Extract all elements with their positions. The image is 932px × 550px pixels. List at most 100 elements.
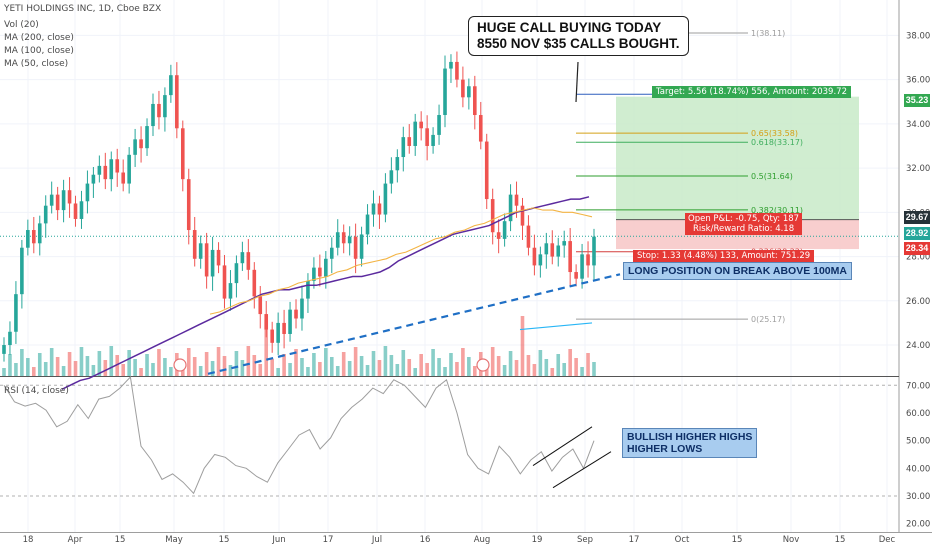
volume-bar — [562, 363, 567, 376]
candle-body — [67, 190, 72, 204]
time-tick-label: 15 — [219, 535, 230, 545]
candle-body — [526, 225, 531, 248]
volume-bar — [145, 354, 149, 376]
candle-body — [401, 137, 406, 158]
candle-body — [341, 232, 346, 244]
candle-body — [496, 232, 501, 239]
volume-bar — [115, 355, 120, 376]
candle-body — [2, 345, 6, 354]
candle-body — [490, 199, 495, 233]
candle-body — [324, 258, 328, 277]
volume-bar — [8, 354, 12, 376]
candle-body — [109, 159, 114, 180]
volume-bar — [437, 358, 441, 376]
volume-bar — [329, 357, 334, 376]
candle-body — [14, 294, 18, 332]
candle-body — [121, 172, 125, 184]
candle-body — [538, 254, 543, 266]
candle-body — [532, 247, 537, 266]
candle-body — [455, 61, 459, 80]
volume-bar — [431, 349, 435, 376]
target-zone — [616, 96, 859, 220]
volume-bar — [20, 349, 24, 376]
candle-body — [520, 205, 525, 226]
candle-body — [163, 95, 167, 118]
last-price-tag: 28.92 — [904, 227, 930, 240]
candle-body — [294, 309, 298, 319]
candle-body — [145, 126, 149, 149]
fib-level-label: 0.618(33.17) — [751, 138, 803, 147]
volume-bar — [502, 365, 507, 376]
volume-bar — [347, 361, 352, 376]
candle-body — [276, 322, 280, 343]
candle-body — [550, 243, 555, 257]
price-tick-label: 26.00 — [906, 297, 930, 307]
volume-bar — [163, 358, 167, 376]
bullish-line-2: HIGHER LOWS — [627, 443, 703, 455]
volume-bar — [520, 316, 525, 376]
volume-bar — [216, 347, 221, 376]
volume-bar — [461, 348, 465, 376]
candle-body — [20, 247, 24, 295]
volume-bar — [496, 356, 501, 376]
candle-body — [300, 298, 304, 319]
candle-body — [467, 86, 471, 98]
candle-body — [502, 221, 507, 239]
volume-bar — [586, 353, 590, 376]
price-tick-label: 28.00 — [906, 253, 930, 263]
volume-bar — [234, 351, 239, 376]
time-tick-label: 15 — [835, 535, 846, 545]
time-tick-label: 17 — [323, 535, 334, 545]
volume-bar — [37, 353, 42, 376]
volume-bar — [353, 347, 358, 376]
callout-line-1: HUGE CALL BUYING TODAY — [477, 20, 662, 35]
volume-bar — [264, 320, 269, 376]
candle-body — [133, 139, 137, 155]
volume-bar — [186, 348, 191, 376]
bullish-note: BULLISH HIGHER HIGHS HIGHER LOWS — [622, 428, 758, 458]
candle-body — [312, 267, 316, 281]
candle-body — [359, 234, 364, 259]
volume-bar — [198, 366, 203, 376]
candle-body — [353, 236, 358, 259]
volume-bar — [121, 364, 125, 376]
volume-bar — [389, 355, 394, 376]
volume-bar — [377, 360, 382, 376]
volume-bar — [85, 356, 90, 376]
volume-bar — [407, 359, 412, 376]
candle-body — [419, 121, 423, 129]
price-tick-label: 38.00 — [906, 31, 930, 41]
volume-bar — [270, 359, 274, 376]
volume-bar — [514, 360, 519, 376]
volume-bar — [222, 356, 227, 376]
chart-title: YETI HOLDINGS INC, 1D, Cboe BZX — [4, 4, 162, 14]
volume-bar — [103, 360, 108, 376]
rsi-tick-label: 20.00 — [906, 520, 930, 530]
callout-pointer — [575, 61, 579, 103]
volume-bar — [538, 350, 543, 376]
rsi-tick-label: 60.00 — [906, 409, 930, 419]
volume-bar — [61, 366, 66, 376]
volume-bar — [26, 358, 30, 376]
candle-body — [473, 86, 477, 116]
volume-bar — [371, 351, 376, 376]
candle-body — [514, 194, 519, 206]
candle-body — [461, 79, 465, 98]
volume-bar — [49, 348, 54, 376]
volume-bar — [574, 358, 578, 376]
volume-bar — [192, 357, 197, 376]
rsi-tick-label: 40.00 — [906, 464, 930, 474]
candle-body — [556, 245, 561, 257]
candle-body — [180, 128, 185, 180]
candle-body — [127, 154, 131, 184]
candle-body — [97, 165, 102, 175]
candle-body — [198, 243, 203, 259]
time-tick-label: Jul — [371, 535, 382, 545]
legend-volume: Vol (20) — [4, 20, 39, 30]
candle-body — [282, 322, 286, 334]
volume-bar — [467, 357, 471, 376]
candle-body — [186, 179, 191, 231]
candle-body — [157, 103, 161, 118]
candle-body — [43, 205, 48, 224]
volume-bar — [73, 361, 78, 376]
